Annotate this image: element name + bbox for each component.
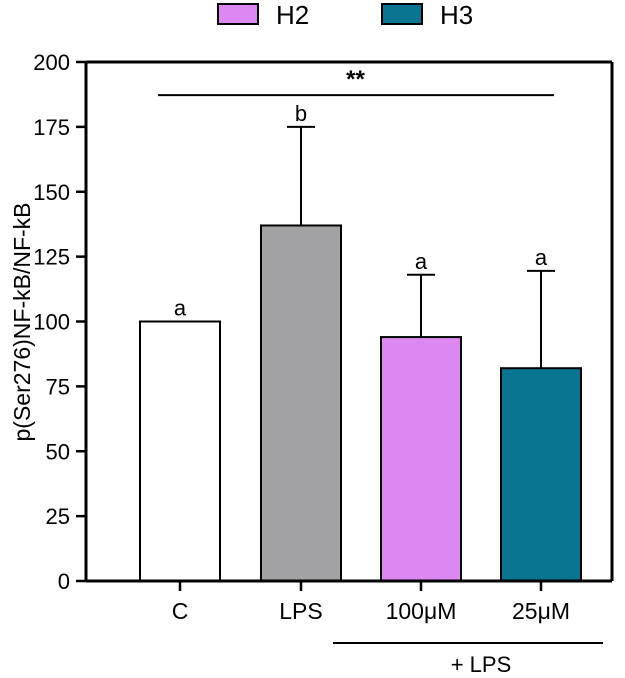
y-tick-label-50: 50	[46, 439, 70, 464]
y-tick-label-150: 150	[33, 180, 70, 205]
significance-bracket: **	[158, 66, 554, 97]
x-tick-label-cat-0: C	[172, 598, 189, 624]
group-letter-cat-3: a	[535, 245, 548, 270]
bar-cat-3	[500, 367, 582, 582]
y-tick-label-175: 175	[33, 115, 70, 140]
x-tick-label-cat-3: 25μM	[512, 598, 570, 624]
legend-swatch-h3	[381, 3, 423, 25]
y-tick-label-125: 125	[33, 245, 70, 270]
x-axis-categories: C LPS 100μM 25μM	[172, 581, 570, 624]
group-bracket-label: + LPS	[451, 652, 512, 677]
y-tick-label-0: 0	[58, 569, 70, 594]
significance-label: **	[346, 66, 365, 93]
bar-cat-1	[260, 224, 342, 583]
error-bars	[287, 125, 555, 369]
y-tick-label-200: 200	[33, 50, 70, 75]
y-axis: 0 25 50 75 100 125 150 175 200	[33, 50, 86, 594]
legend-label-h3: H3	[440, 0, 473, 30]
bar-cat-2	[380, 336, 462, 582]
x-tick-label-cat-2: 100μM	[386, 598, 457, 624]
bars	[139, 224, 582, 583]
y-axis-label: p(Ser276)NF-kB/NF-kB	[9, 203, 35, 442]
group-letters: a b a a	[174, 101, 548, 321]
y-tick-label-100: 100	[33, 310, 70, 335]
y-tick-label-75: 75	[46, 374, 70, 399]
legend-label-h2: H2	[276, 0, 309, 30]
legend: H2 H3	[217, 0, 473, 30]
y-tick-label-25: 25	[46, 504, 70, 529]
group-letter-cat-2: a	[415, 249, 428, 274]
x-tick-label-cat-1: LPS	[279, 598, 322, 624]
group-letter-cat-1: b	[295, 101, 307, 126]
group-letter-cat-0: a	[174, 296, 187, 321]
legend-swatch-h2	[217, 3, 259, 25]
bar-cat-0	[139, 320, 221, 582]
lps-group-bracket: + LPS	[333, 642, 603, 677]
